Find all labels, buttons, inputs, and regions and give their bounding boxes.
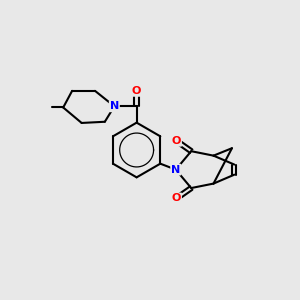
Text: O: O (172, 194, 181, 203)
Text: O: O (132, 86, 141, 96)
Text: N: N (171, 165, 180, 175)
Text: N: N (110, 101, 119, 111)
Text: O: O (172, 136, 181, 146)
